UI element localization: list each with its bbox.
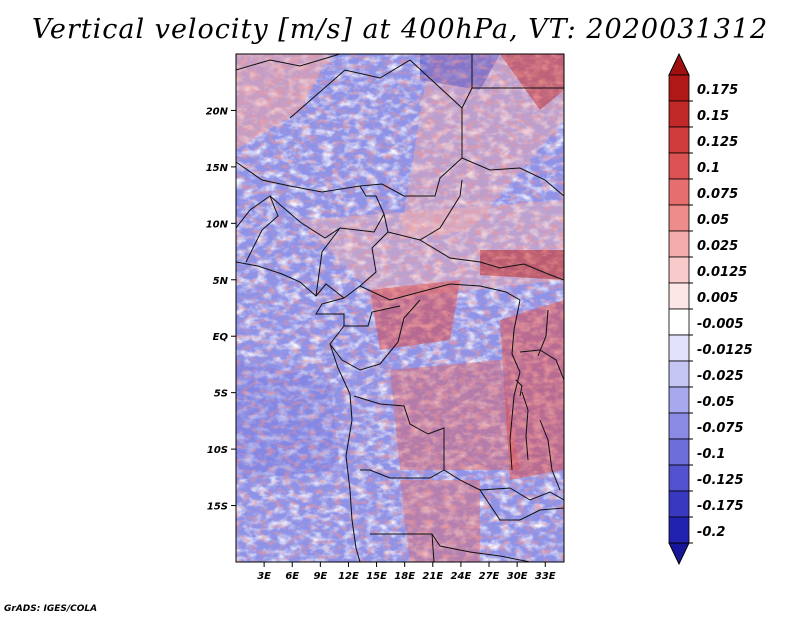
lat-tick-label: 10N bbox=[206, 219, 229, 230]
lon-tick-label: 6E bbox=[285, 571, 299, 582]
colorbar-swatch bbox=[668, 334, 690, 362]
grads-credit: GrADS: IGES/COLA bbox=[4, 604, 98, 614]
colorbar-swatch bbox=[668, 230, 690, 258]
colorbar-label: -0.05 bbox=[697, 395, 734, 410]
border-line bbox=[479, 489, 564, 521]
colorbar-label: 0.005 bbox=[697, 291, 738, 306]
border-line bbox=[359, 185, 376, 197]
lake-shore bbox=[515, 379, 523, 397]
colorbar-swatch bbox=[668, 74, 690, 102]
axis-ticks: 3E 6E 9E 12E 15E 18E 21E 24E 27E 30E 33E 20N 15N 10N 5… bbox=[206, 106, 556, 582]
border-line bbox=[509, 487, 564, 501]
lon-tick-label: 27E bbox=[479, 571, 500, 582]
colorbar-label: 0.05 bbox=[697, 213, 729, 228]
lon-tick-label: 33E bbox=[535, 571, 556, 582]
lat-tick-label: 5N bbox=[213, 276, 229, 287]
coastline bbox=[329, 343, 361, 562]
colorbar-label: 0.0125 bbox=[697, 265, 747, 280]
lat-tick-label: 10S bbox=[207, 445, 228, 456]
lat-tick-label: 15N bbox=[206, 163, 229, 174]
colorbar-swatch bbox=[668, 204, 690, 232]
colorbar-max-arrow bbox=[668, 52, 690, 76]
border-line bbox=[236, 195, 279, 263]
lon-tick-label: 21E bbox=[422, 571, 443, 582]
colorbar-swatch bbox=[668, 438, 690, 466]
border-line bbox=[461, 157, 564, 197]
lon-tick-label: 9E bbox=[313, 571, 327, 582]
lon-tick-label: 18E bbox=[394, 571, 415, 582]
lat-tick-label: 15S bbox=[207, 502, 228, 513]
colorbar-swatch bbox=[668, 412, 690, 440]
colorbar-swatch bbox=[668, 516, 690, 544]
colorbar-swatch bbox=[668, 126, 690, 154]
lon-tick-label: 12E bbox=[338, 571, 359, 582]
colorbar-label: -0.175 bbox=[697, 499, 744, 514]
coastline bbox=[315, 297, 345, 315]
colorbar-swatch bbox=[668, 152, 690, 180]
lon-tick-label: 24E bbox=[451, 571, 472, 582]
border-line bbox=[370, 533, 531, 562]
colorbar-label: -0.125 bbox=[697, 473, 744, 488]
lat-tick-label: 20N bbox=[206, 106, 229, 117]
colorbar-label: 0.175 bbox=[697, 83, 738, 98]
border-line bbox=[236, 161, 361, 193]
colorbar-label: -0.1 bbox=[697, 447, 725, 462]
colorbar-swatch bbox=[668, 282, 690, 310]
colorbar-label: -0.025 bbox=[697, 369, 744, 384]
field-ascent-speckle bbox=[236, 54, 564, 562]
lake-shore bbox=[521, 391, 529, 461]
colorbar-swatch bbox=[668, 178, 690, 206]
border-line bbox=[419, 239, 564, 281]
colorbar-swatch bbox=[668, 464, 690, 492]
colorbar-label: 0.075 bbox=[697, 187, 738, 202]
colorbar-label: -0.005 bbox=[697, 317, 744, 332]
border-line bbox=[360, 469, 445, 479]
colorbar-label: 0.15 bbox=[697, 109, 729, 124]
lon-tick-label: 3E bbox=[257, 571, 271, 582]
colorbar-min-arrow bbox=[668, 542, 690, 566]
border-line bbox=[431, 533, 435, 562]
country-borders bbox=[236, 54, 564, 562]
border-line bbox=[353, 395, 511, 491]
colorbar-label: -0.2 bbox=[697, 525, 725, 540]
border-line bbox=[387, 179, 463, 241]
border-line bbox=[315, 227, 341, 297]
colorbar: 0.175 0.15 0.125 0.1 0.075 0.05 0.025 0.0125 0.0… bbox=[668, 52, 753, 566]
colorbar-label: 0.1 bbox=[697, 161, 720, 176]
border-line bbox=[509, 299, 521, 471]
lon-tick-label: 15E bbox=[366, 571, 387, 582]
border-line bbox=[236, 54, 341, 71]
lon-tick-label: 30E bbox=[507, 571, 528, 582]
colorbar-swatch bbox=[668, 308, 690, 336]
border-line bbox=[329, 299, 421, 371]
velocity-field bbox=[236, 54, 564, 562]
colorbar-swatch bbox=[668, 100, 690, 128]
colorbar-label: 0.025 bbox=[697, 239, 738, 254]
plot-title: Vertical velocity [m/s] at 400hPa, VT: 2… bbox=[31, 14, 769, 45]
lake-shore bbox=[539, 419, 561, 491]
colorbar-swatch bbox=[668, 360, 690, 388]
lat-tick-label: 5S bbox=[214, 389, 228, 400]
map-frame bbox=[235, 53, 565, 563]
lat-tick-label: EQ bbox=[213, 332, 229, 343]
colorbar-label: -0.075 bbox=[697, 421, 744, 436]
colorbar-label: -0.0125 bbox=[697, 343, 753, 358]
lake-shore bbox=[537, 309, 549, 357]
border-line bbox=[359, 283, 521, 301]
colorbar-swatch bbox=[668, 256, 690, 284]
border-line bbox=[326, 305, 401, 327]
colorbar-label: 0.125 bbox=[697, 135, 738, 150]
border-line bbox=[343, 213, 389, 299]
border-line bbox=[519, 349, 564, 381]
border-line bbox=[236, 261, 345, 299]
colorbar-swatch bbox=[668, 490, 690, 518]
colorbar-swatch bbox=[668, 386, 690, 414]
